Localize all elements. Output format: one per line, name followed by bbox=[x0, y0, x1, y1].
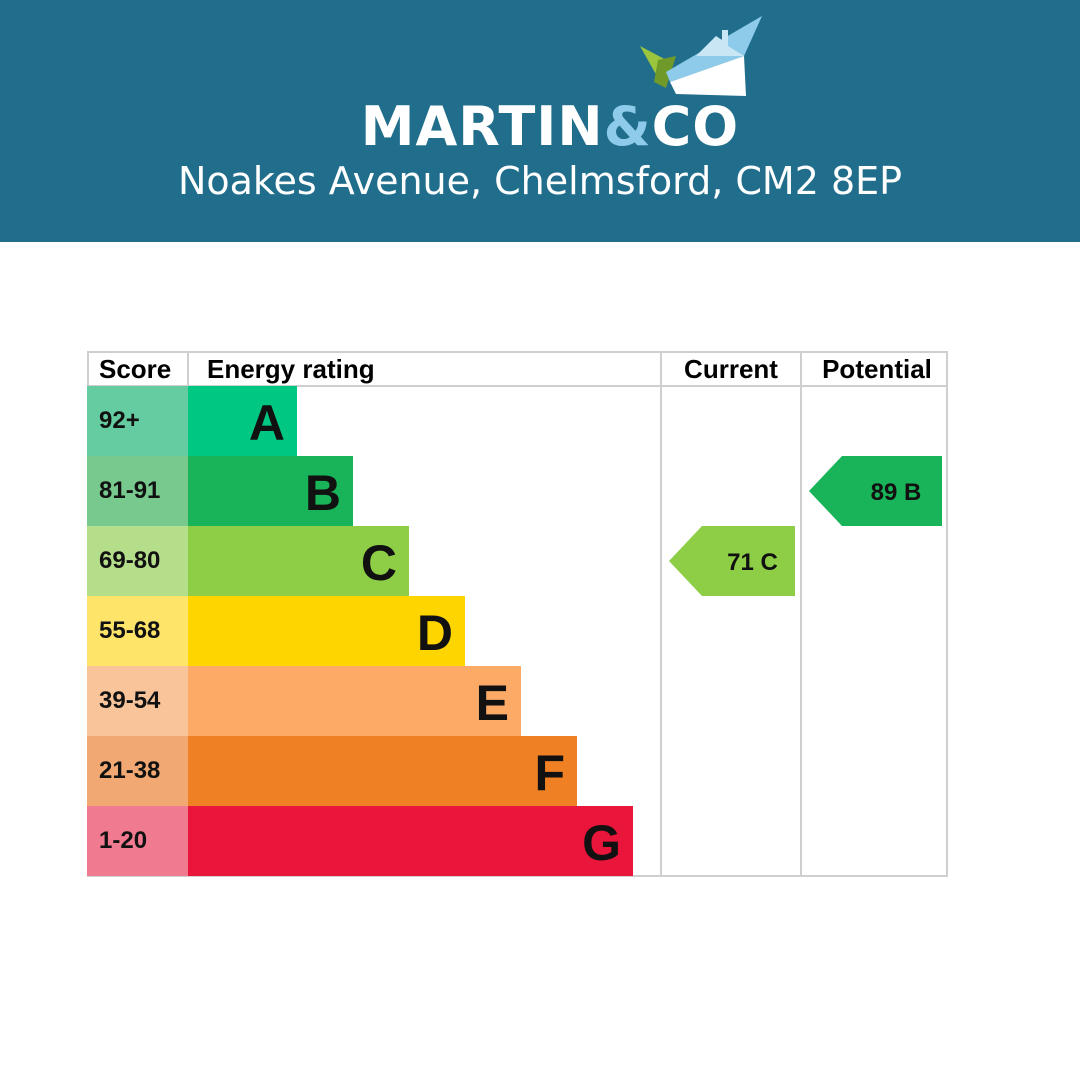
score-cell-g bbox=[87, 806, 188, 876]
band-bar-g bbox=[188, 806, 633, 876]
score-label-f: 21-38 bbox=[99, 757, 160, 784]
score-label-g: 1-20 bbox=[99, 827, 147, 854]
header-banner: MARTIN&CO Noakes Avenue, Chelmsford, CM2… bbox=[0, 0, 1080, 242]
header-energy-rating: Energy rating bbox=[207, 354, 375, 384]
header-current: Current bbox=[684, 354, 778, 384]
score-label-d: 55-68 bbox=[99, 617, 160, 644]
current-arrow bbox=[669, 526, 795, 596]
band-bar-b bbox=[188, 456, 353, 526]
score-cell-c bbox=[87, 526, 188, 596]
score-cell-a bbox=[87, 386, 188, 456]
epc-chart: Score Energy rating Current Potential 92… bbox=[87, 351, 948, 877]
property-address: Noakes Avenue, Chelmsford, CM2 8EP bbox=[177, 159, 903, 203]
house-roof-logo-icon bbox=[640, 16, 762, 96]
band-letter-b: B bbox=[305, 465, 341, 521]
band-letter-c: C bbox=[361, 535, 397, 591]
score-label-b: 81-91 bbox=[99, 477, 160, 504]
band-bar-e bbox=[188, 666, 521, 736]
brand-ampersand: & bbox=[603, 95, 652, 158]
epc-chart-svg: Score Energy rating Current Potential 92… bbox=[87, 351, 948, 877]
score-label-a: 92+ bbox=[99, 407, 140, 434]
band-letter-d: D bbox=[417, 605, 453, 661]
brand-wordmark: MARTIN&CO bbox=[0, 96, 1080, 158]
band-letter-e: E bbox=[476, 675, 509, 731]
score-cell-d bbox=[87, 596, 188, 666]
brand-name-left: MARTIN bbox=[360, 95, 604, 158]
epc-bands: 92+ A 81-91 B 69-80 C 55-68 D 39-54 E 21-38 F 1-20 G bbox=[87, 386, 633, 876]
header-score: Score bbox=[99, 354, 171, 384]
band-letter-g: G bbox=[582, 815, 621, 871]
header-potential: Potential bbox=[822, 354, 932, 384]
band-letter-f: F bbox=[534, 745, 565, 801]
potential-arrow bbox=[809, 456, 942, 526]
band-bar-f bbox=[188, 736, 577, 806]
brand-name-right: CO bbox=[651, 95, 740, 158]
potential-arrow-label: 89 B bbox=[871, 479, 922, 506]
band-letter-a: A bbox=[249, 395, 285, 451]
score-label-c: 69-80 bbox=[99, 547, 160, 574]
score-cell-b bbox=[87, 456, 188, 526]
band-bar-c bbox=[188, 526, 409, 596]
current-arrow-label: 71 C bbox=[727, 549, 778, 576]
score-label-e: 39-54 bbox=[99, 687, 161, 714]
epc-arrows: 71 C 89 B bbox=[669, 456, 942, 596]
score-cell-e bbox=[87, 666, 188, 736]
score-cell-f bbox=[87, 736, 188, 806]
band-bar-a bbox=[188, 386, 297, 456]
band-bar-d bbox=[188, 596, 465, 666]
